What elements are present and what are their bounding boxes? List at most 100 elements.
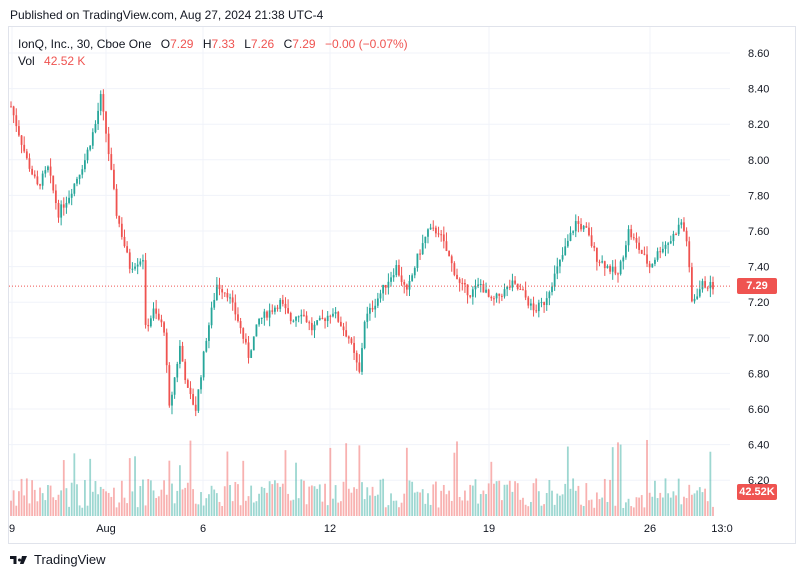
volume-bar (186, 482, 189, 516)
candle-body (688, 241, 691, 268)
volume-bar (387, 505, 390, 516)
volume-bar (595, 492, 598, 516)
volume-bar (427, 493, 429, 516)
volume-bar (89, 458, 92, 516)
volume-bar (350, 492, 353, 516)
candle-body (405, 284, 408, 290)
volume-bar (155, 497, 158, 516)
candle-body (630, 229, 633, 238)
volume-bar (266, 492, 268, 516)
candle-body (105, 111, 107, 134)
candle-body (564, 246, 567, 256)
volume-bar (208, 494, 210, 516)
candle-body (86, 149, 89, 161)
volume-bar (105, 491, 107, 516)
candle-body (374, 305, 377, 310)
candle-body (419, 253, 421, 255)
candle-body (192, 394, 194, 405)
volume-bar (625, 502, 627, 516)
volume-bar (471, 485, 474, 516)
candle-body (68, 197, 70, 203)
candle-body (493, 298, 495, 300)
volume-bar (527, 506, 530, 516)
x-tick-label: Aug (96, 523, 116, 535)
volume-bar (263, 488, 266, 516)
candle-body (479, 284, 482, 286)
candle-body (698, 289, 701, 297)
chart-frame[interactable] (8, 26, 796, 544)
candle-body (208, 325, 210, 341)
close-value: C7.29 (283, 37, 316, 51)
legend-ohlc-row: IonQ, Inc., 30, Cboe One O7.29 H7.33 L7.… (18, 36, 408, 53)
candle-body (44, 170, 47, 174)
volume-bar (667, 493, 670, 516)
volume-bar (548, 480, 551, 516)
candle-body (403, 281, 406, 285)
volume-bar (677, 478, 680, 516)
candle-body (545, 298, 548, 306)
volume-bar (39, 487, 41, 516)
candle-body (252, 336, 255, 351)
volume-bar (347, 488, 350, 516)
volume-bar (630, 506, 633, 516)
volume-bar (704, 488, 706, 516)
x-tick-label: 9 (9, 523, 15, 535)
candle-body (200, 377, 202, 390)
x-tick-label: 6 (200, 523, 206, 535)
candle-body (693, 298, 696, 302)
candle-body (350, 338, 353, 343)
candle-body (680, 222, 683, 225)
volume-bar (213, 489, 216, 516)
candle-body (561, 255, 564, 260)
candle-body (379, 293, 382, 299)
candle-body (376, 298, 379, 306)
candle-body (300, 314, 303, 317)
candle-body (640, 249, 643, 254)
footer-brand[interactable]: TradingView (10, 552, 106, 567)
y-tick-label: 6.40 (748, 440, 769, 452)
volume-bar (485, 494, 487, 516)
volume-bar (210, 485, 213, 516)
volume-bar (445, 494, 448, 516)
volume-bar (329, 447, 332, 516)
candle-body (548, 292, 551, 299)
volume-bar (218, 501, 221, 516)
candle-body (469, 295, 472, 297)
volume-bar (258, 493, 260, 516)
legend-volume-row: Vol 42.52 K (18, 53, 408, 70)
candle-body (142, 260, 144, 262)
candle-body (168, 365, 171, 406)
candle-body (477, 284, 480, 287)
volume-label[interactable]: Vol (18, 54, 35, 68)
volume-bar (274, 480, 276, 516)
last-volume-badge: 42.52K (737, 484, 777, 500)
candle-body (62, 204, 65, 208)
volume-bar (413, 492, 416, 516)
volume-bar (683, 496, 685, 516)
brand-name: TradingView (34, 552, 106, 567)
volume-bar (231, 501, 234, 516)
candle-body (471, 289, 474, 297)
candle-body (398, 265, 400, 276)
candle-body (197, 389, 200, 411)
candle-body (456, 274, 458, 280)
candle-body (83, 160, 86, 170)
candle-body (474, 286, 477, 290)
candle-body (297, 316, 300, 318)
volume-bar (659, 492, 662, 516)
volume-bar (94, 481, 97, 516)
candle-body (324, 318, 326, 322)
volume-bar (292, 499, 295, 516)
volume-bar (107, 492, 110, 516)
x-tick-label: 19 (483, 523, 495, 535)
volume-bar (574, 490, 577, 516)
volume-bar (382, 478, 385, 516)
volume-bar (36, 501, 39, 516)
volume-bar (693, 493, 696, 516)
symbol-name[interactable]: IonQ, Inc., 30, Cboe One (18, 37, 152, 51)
candle-body (144, 260, 147, 325)
candle-body (136, 264, 139, 267)
candle-body (155, 308, 158, 314)
candle-body (577, 221, 580, 224)
